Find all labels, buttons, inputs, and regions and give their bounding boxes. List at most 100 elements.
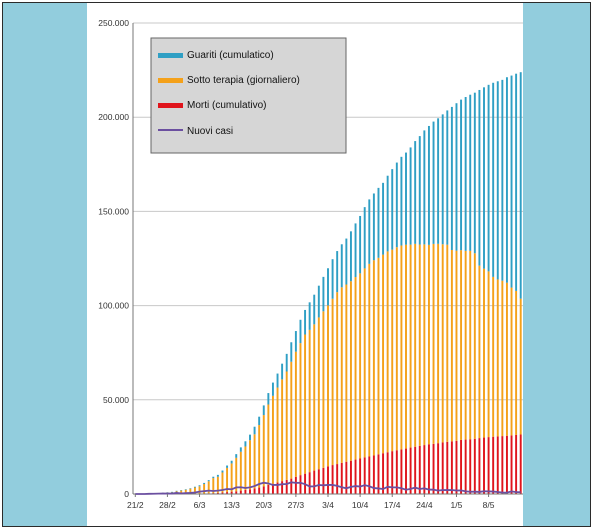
bar-segment [262,415,265,487]
bar-segment [359,215,362,274]
bar-segment [198,486,201,494]
bar-segment [501,436,504,494]
bar-segment [418,244,421,446]
bar-segment [395,247,398,451]
bar-segment [427,444,430,494]
bar-segment [368,199,371,264]
bar-segment [455,103,458,251]
bar-segment [322,276,325,312]
bar-segment [322,311,325,468]
bar-segment [258,487,261,494]
bar-segment [405,152,407,245]
bar-segment [308,472,311,494]
bar-segment [382,182,385,255]
bar-segment [253,434,256,489]
bar-segment [496,81,499,280]
bar-segment [450,441,453,494]
bar-segment [437,243,440,444]
bar-segment [354,277,357,460]
bar-segment [239,447,242,452]
bar-series [134,72,522,495]
bar-segment [345,284,348,462]
bar-segment [221,470,224,473]
legend: Guariti (cumulatico) Sotto terapia (gior… [150,37,347,154]
bar-segment [313,324,316,471]
bar-segment [400,245,403,450]
bar-segment [290,342,293,362]
bar-segment [423,445,426,494]
x-tick-label: 28/2 [159,500,176,510]
bar-segment [317,317,320,470]
stacked-bar-chart: 0 50.000 100.000 150.000 200.000 250.000 21/2… [3,3,590,526]
bar-segment [483,437,485,494]
bar-segment [184,489,187,494]
bar-segment [267,484,270,494]
bar-segment [239,451,242,491]
bar-segment [405,448,407,494]
bar-segment [400,449,403,494]
bar-segment [235,491,238,494]
bar-segment [464,250,467,440]
y-tick-label: 250.000 [98,18,129,28]
y-tick-label: 100.000 [98,301,129,311]
bar-segment [216,476,219,493]
bar-segment [395,162,398,248]
bar-segment [432,243,435,444]
bar-segment [473,92,476,254]
bar-segment [515,434,518,494]
bar-segment [249,489,251,494]
bar-segment [469,94,472,251]
bar-segment [414,243,417,447]
bar-segment [317,285,320,318]
bar-segment [460,99,463,251]
bar-segment [418,136,421,245]
bar-segment [262,405,265,416]
x-tick-label: 1/5 [451,500,463,510]
bar-segment [327,305,329,467]
bar-segment [483,268,485,438]
bar-segment [519,434,522,494]
x-tick-label: 17/4 [384,500,401,510]
bar-segment [363,268,366,458]
bar-segment [400,156,403,246]
bar-segment [216,474,219,477]
bar-segment [244,446,247,490]
bar-segment [386,452,389,494]
bar-segment [405,244,407,449]
nuovi-casi-line [135,481,521,495]
bar-segment [368,263,371,457]
bar-segment [331,298,334,466]
bar-segment [409,147,412,245]
bar-segment [253,488,256,494]
legend-swatch-morti [158,103,183,108]
bar-segment [253,426,256,435]
x-tick-label: 20/3 [255,500,272,510]
bar-segment [409,244,412,448]
bar-segment [386,175,389,252]
bar-segment [519,298,522,435]
bar-segment [505,282,508,436]
bar-segment [193,487,196,494]
bar-segment [221,472,224,493]
bar-segment [455,440,458,494]
bar-segment [460,250,463,440]
x-tick-label: 10/4 [352,500,369,510]
bar-segment [487,84,490,272]
bar-segment [180,490,183,494]
y-tick-label: 150.000 [98,206,129,216]
bar-segment [267,404,270,485]
x-tick-label: 8/5 [483,500,495,510]
bar-segment [166,492,169,493]
bar-segment [212,476,215,479]
bar-segment [189,488,192,489]
bar-segment [212,478,215,494]
bar-segment [510,75,513,288]
bar-segment [294,476,297,494]
right-border-panel [523,3,590,526]
bar-segment [423,130,426,245]
bar-segment [290,478,293,494]
bar-segment [492,276,495,437]
bar-segment [446,244,449,442]
bar-segment [391,169,394,250]
bar-segment [450,249,453,442]
